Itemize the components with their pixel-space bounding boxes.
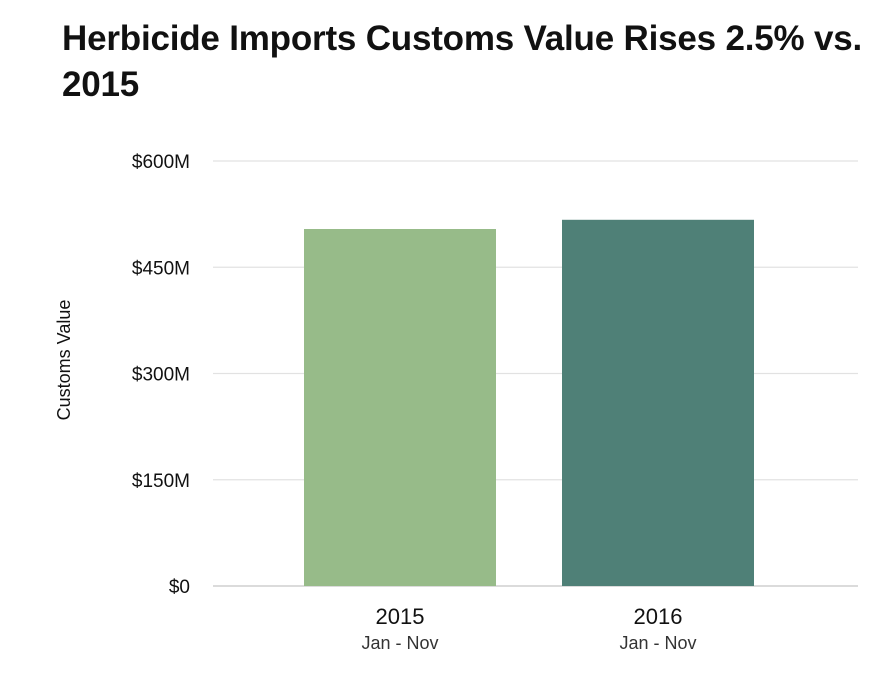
x-tick-sublabel: Jan - Nov [619, 633, 696, 653]
bars [304, 219, 754, 586]
x-tick-sublabel: Jan - Nov [361, 633, 438, 653]
y-tick-label: $150M [132, 471, 190, 492]
bar-2016 [562, 219, 754, 586]
chart-title: Herbicide Imports Customs Value Rises 2.… [62, 19, 863, 104]
x-tick-label: 2015 [376, 604, 425, 629]
bar-2015 [304, 229, 496, 586]
y-axis-label: Customs Value [54, 300, 74, 421]
y-tick-label: $450M [132, 258, 190, 279]
x-axis-ticks: 2015 Jan - Nov 2016 Jan - Nov [361, 604, 696, 653]
x-tick-label: 2016 [634, 604, 683, 629]
y-axis-ticks: $0 $150M $300M $450M $600M [132, 152, 190, 598]
y-tick-label: $300M [132, 365, 190, 386]
y-tick-label: $0 [169, 577, 190, 598]
y-tick-label: $600M [132, 152, 190, 173]
